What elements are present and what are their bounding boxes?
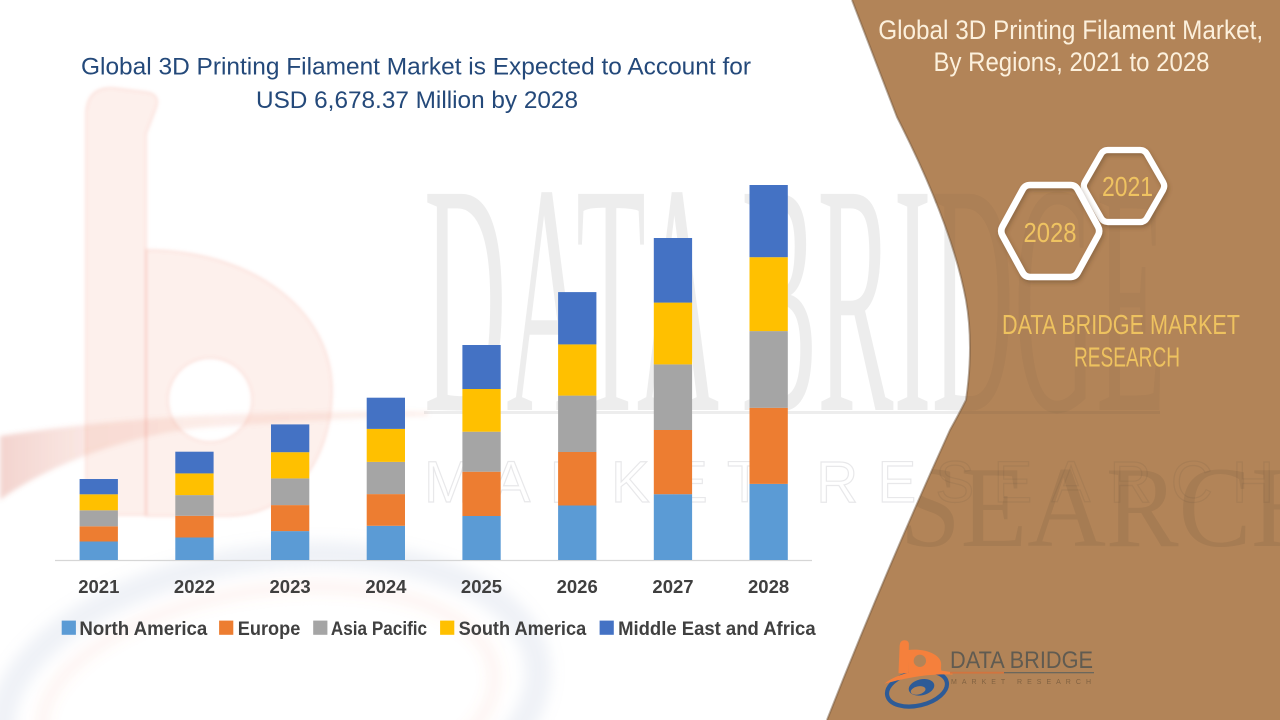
svg-text:2028: 2028	[748, 576, 789, 597]
svg-text:DATA BRIDGE: DATA BRIDGE	[424, 117, 1166, 482]
svg-text:SEARCH: SEARCH	[900, 444, 1280, 571]
svg-text:2027: 2027	[652, 576, 693, 597]
svg-text:Asia Pacific: Asia Pacific	[331, 619, 428, 640]
svg-text:South America: South America	[459, 619, 587, 640]
svg-text:2025: 2025	[461, 576, 502, 597]
svg-text:MARKET RESEARCH: MARKET RESEARCH	[951, 679, 1091, 686]
svg-text:North America: North America	[79, 619, 207, 640]
svg-text:Europe: Europe	[238, 619, 300, 640]
svg-text:Global 3D Printing Filament Ma: Global 3D Printing Filament Market,	[878, 15, 1263, 45]
svg-text:Middle East and Africa: Middle East and Africa	[618, 619, 816, 640]
svg-text:DATA BRIDGE: DATA BRIDGE	[950, 647, 1093, 674]
svg-text:Global 3D Printing Filament Ma: Global 3D Printing Filament Market is Ex…	[81, 54, 751, 81]
svg-text:2021: 2021	[78, 576, 119, 597]
svg-text:2028: 2028	[1024, 217, 1077, 248]
svg-text:RESEARCH: RESEARCH	[1074, 342, 1180, 373]
svg-text:2026: 2026	[557, 576, 598, 597]
svg-text:2021: 2021	[1102, 171, 1153, 202]
svg-text:2022: 2022	[174, 576, 215, 597]
svg-text:MARKET RESEARCH: MARKET RESEARCH	[424, 450, 1274, 515]
svg-text:2023: 2023	[270, 576, 311, 597]
svg-text:2024: 2024	[365, 576, 407, 597]
svg-text:By Regions, 2021 to 2028: By Regions, 2021 to 2028	[934, 47, 1210, 77]
svg-text:DATA BRIDGE MARKET: DATA BRIDGE MARKET	[1002, 309, 1240, 340]
svg-text:USD 6,678.37 Million by 2028: USD 6,678.37 Million by 2028	[256, 87, 578, 114]
